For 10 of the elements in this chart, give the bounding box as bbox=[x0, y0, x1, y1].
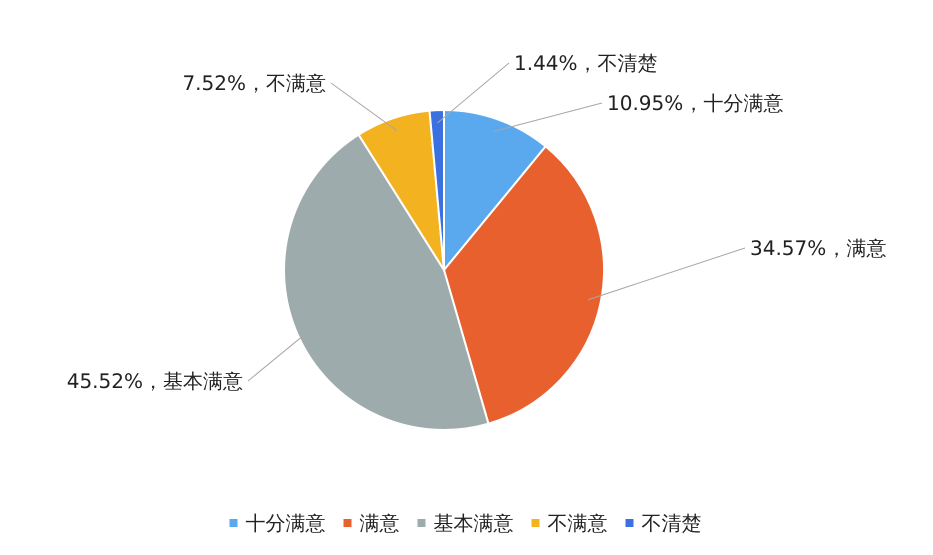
data-label: 1.44%，不清楚 bbox=[514, 51, 658, 75]
data-label: 10.95%，十分满意 bbox=[607, 91, 784, 115]
data-label: 45.52%，基本满意 bbox=[66, 369, 243, 393]
legend-label: 不清楚 bbox=[642, 511, 702, 535]
data-label: 7.52%，不满意 bbox=[182, 71, 326, 95]
legend-label: 十分满意 bbox=[246, 511, 326, 535]
legend-label: 基本满意 bbox=[434, 511, 514, 535]
legend-label: 满意 bbox=[360, 511, 400, 535]
legend-label: 不满意 bbox=[548, 511, 608, 535]
data-label: 34.57%，满意 bbox=[750, 236, 886, 260]
